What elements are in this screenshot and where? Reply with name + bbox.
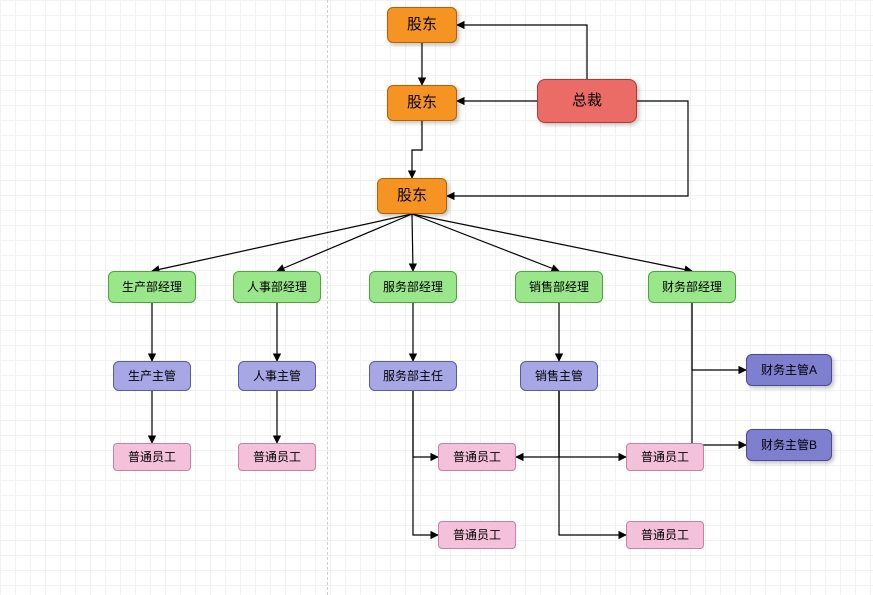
edge: [412, 214, 692, 271]
node-label: 服务部主任: [383, 369, 443, 383]
node-mgr1[interactable]: 生产部经理: [108, 271, 196, 303]
edge: [413, 391, 438, 535]
edge: [457, 25, 587, 79]
node-sup1[interactable]: 生产主管: [113, 361, 191, 391]
node-emp1[interactable]: 普通员工: [113, 443, 191, 471]
node-mgr4[interactable]: 销售部经理: [515, 271, 603, 303]
node-gd2[interactable]: 股东: [387, 85, 457, 121]
node-finA[interactable]: 财务主管A: [746, 354, 832, 386]
node-label: 普通员工: [253, 450, 301, 464]
node-label: 生产部经理: [122, 280, 182, 294]
node-label: 生产主管: [128, 369, 176, 383]
node-label: 普通员工: [641, 528, 689, 542]
node-emp4[interactable]: 普通员工: [626, 443, 704, 471]
node-label: 普通员工: [641, 450, 689, 464]
node-sup3[interactable]: 服务部主任: [369, 361, 457, 391]
node-label: 普通员工: [453, 528, 501, 542]
node-mgr5[interactable]: 财务部经理: [648, 271, 736, 303]
edge: [559, 391, 626, 535]
node-mgr3[interactable]: 服务部经理: [369, 271, 457, 303]
edge: [152, 214, 412, 271]
node-label: 总裁: [572, 92, 602, 110]
node-emp2[interactable]: 普通员工: [238, 443, 316, 471]
node-label: 服务部经理: [383, 280, 443, 294]
edge: [692, 303, 746, 445]
node-gd3[interactable]: 股东: [377, 178, 447, 214]
node-label: 普通员工: [453, 450, 501, 464]
node-label: 人事部经理: [247, 280, 307, 294]
node-label: 人事主管: [253, 369, 301, 383]
node-mgr2[interactable]: 人事部经理: [233, 271, 321, 303]
node-sup4[interactable]: 销售主管: [520, 361, 598, 391]
node-label: 股东: [407, 16, 437, 34]
edge: [277, 214, 412, 271]
node-emp3[interactable]: 普通员工: [438, 443, 516, 471]
node-label: 销售部经理: [529, 280, 589, 294]
node-gd1[interactable]: 股东: [387, 7, 457, 43]
edge: [412, 214, 559, 271]
edge: [516, 391, 559, 457]
node-ceo[interactable]: 总裁: [537, 79, 637, 123]
node-label: 股东: [407, 94, 437, 112]
edge: [412, 214, 413, 271]
edge: [559, 391, 626, 457]
edge: [412, 121, 422, 178]
edge: [692, 303, 746, 370]
node-emp6[interactable]: 普通员工: [626, 521, 704, 549]
node-label: 财务部经理: [662, 280, 722, 294]
node-emp5[interactable]: 普通员工: [438, 521, 516, 549]
node-label: 财务主管B: [761, 438, 817, 452]
node-finB[interactable]: 财务主管B: [746, 429, 832, 461]
node-label: 股东: [397, 187, 427, 205]
page-divider: [327, 0, 328, 595]
edge: [413, 391, 438, 457]
node-label: 财务主管A: [761, 363, 817, 377]
node-sup2[interactable]: 人事主管: [238, 361, 316, 391]
node-label: 销售主管: [535, 369, 583, 383]
node-label: 普通员工: [128, 450, 176, 464]
